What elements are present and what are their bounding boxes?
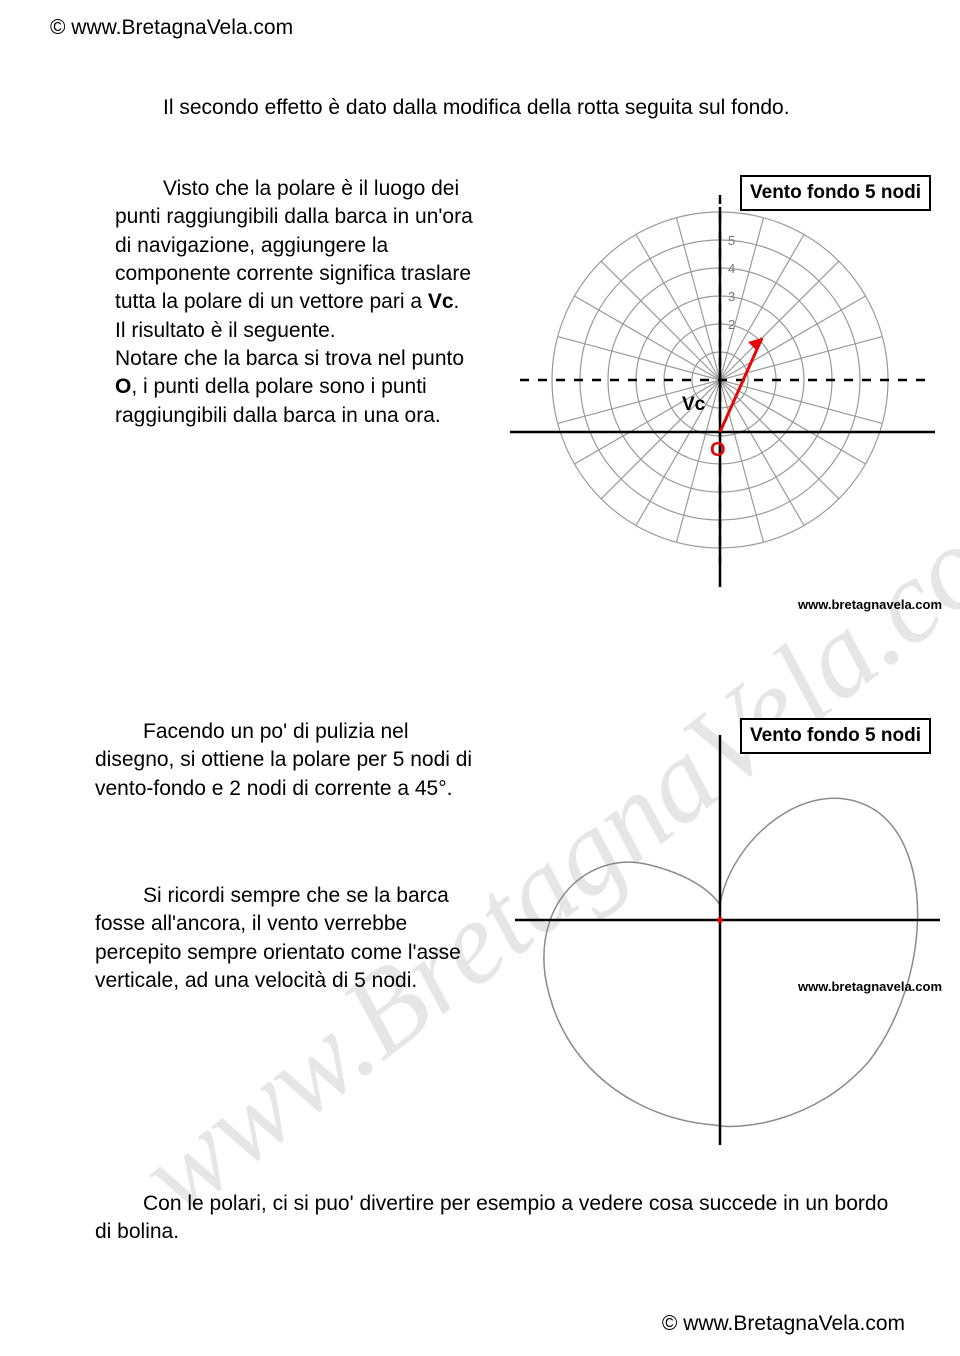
- paragraph-bolina: Con le polari, ci si puo' divertire per …: [95, 1190, 895, 1247]
- svg-text:5: 5: [728, 233, 735, 248]
- p5-text: Con le polari, ci si puo' divertire per …: [95, 1192, 888, 1243]
- polar-diagram-clean: [0, 700, 960, 1200]
- svg-text:3: 3: [728, 289, 735, 304]
- svg-text:O: O: [710, 439, 726, 461]
- polar-diagram-shifted: 2 3 4 5 Vc O: [0, 0, 960, 700]
- diagram2-attribution: www.bretagnavela.com: [798, 978, 942, 996]
- svg-text:2: 2: [728, 317, 735, 332]
- copyright-footer: © www.BretagnaVela.com: [662, 1310, 905, 1338]
- svg-text:4: 4: [728, 261, 735, 276]
- diagram1-attribution: www.bretagnavela.com: [798, 596, 942, 614]
- svg-text:Vc: Vc: [682, 394, 706, 415]
